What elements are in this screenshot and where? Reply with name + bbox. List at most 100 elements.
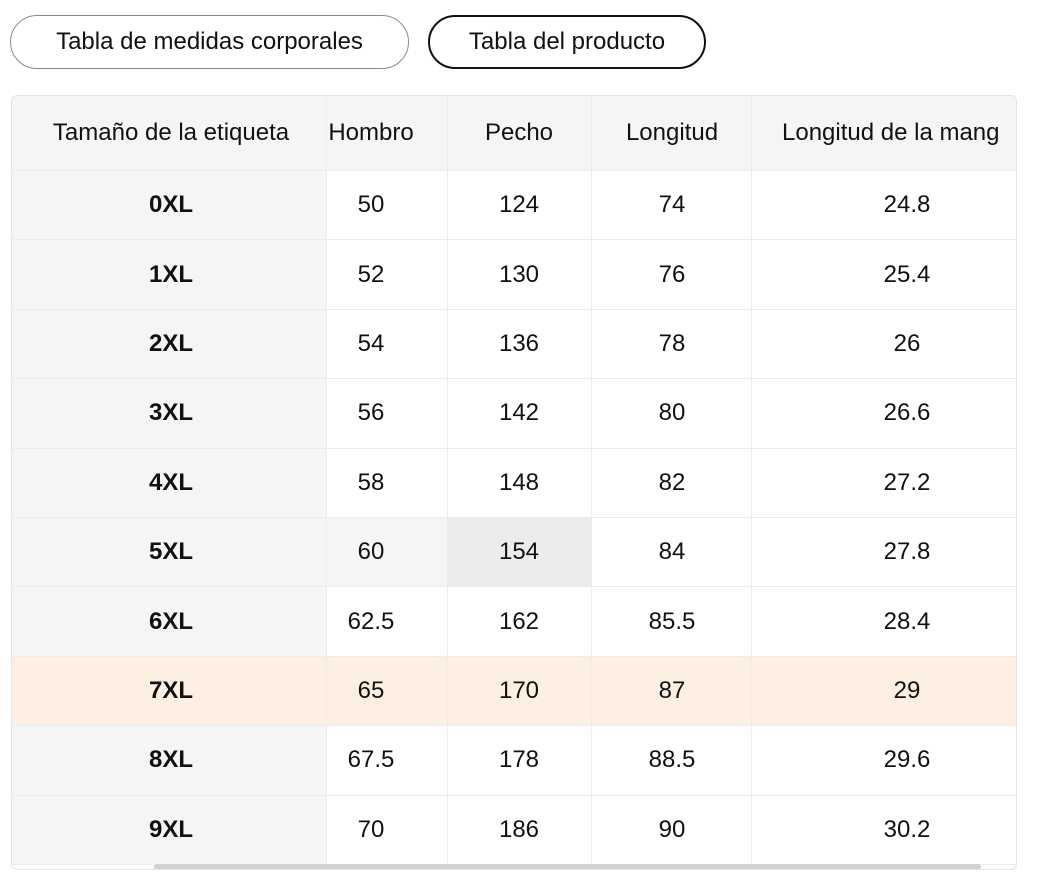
table-cell-text: 50 (357, 191, 385, 219)
table-cell: 84 (592, 518, 752, 588)
size-label-text: 0XL (148, 191, 194, 219)
size-label-text: 1XL (148, 260, 194, 288)
table-cell: 62.5 (327, 587, 448, 657)
table-cell-text: 56 (357, 399, 385, 427)
table-cell-text: 162 (498, 607, 540, 635)
table-cell-text: 136 (498, 329, 540, 357)
table-cell: 136 (448, 309, 592, 380)
table-cell: 52 (327, 240, 448, 310)
scrollbar[interactable] (154, 864, 981, 869)
table-cell: 27.8 (752, 518, 1016, 588)
table-cell: 142 (448, 379, 592, 449)
table-cell: 170 (448, 656, 592, 727)
table-cell-text: 186 (498, 815, 540, 843)
size-label-text: 2XL (148, 329, 194, 357)
column-header-text: Hombro (328, 119, 414, 146)
table-cell: 148 (448, 448, 592, 518)
table-cell-text: 170 (498, 676, 540, 704)
table-cell: 50 (327, 171, 448, 241)
column-header-text: Longitud de la mang (782, 119, 1000, 146)
table-cell: 58 (327, 448, 448, 518)
table-cell: 54 (327, 309, 448, 380)
column-header: Longitud (592, 96, 752, 171)
size-label-text: 7XL (148, 676, 194, 704)
table-cell-text: 87 (658, 676, 686, 704)
table-cell: 82 (592, 448, 752, 518)
table-cell: 130 (448, 240, 592, 310)
table-cell: 124 (448, 171, 592, 241)
table-cell: 186 (448, 795, 592, 865)
column-header: Tamaño de la etiqueta (12, 96, 327, 171)
table-cell: 29 (752, 656, 1016, 727)
table-cell: 78 (592, 309, 752, 380)
table-cell-text: 28.4 (883, 607, 931, 635)
table-cell: 24.8 (752, 171, 1016, 241)
tab-button-selected[interactable]: Tabla del producto (428, 15, 706, 69)
table-cell: 26.6 (752, 379, 1016, 449)
table-cell-text: 88.5 (648, 746, 696, 774)
table-cell-text: 62.5 (347, 607, 395, 635)
table-cell: 56 (327, 379, 448, 449)
table-cell-text: 90 (658, 815, 686, 843)
table-cell-text: 25.4 (883, 260, 931, 288)
table-cell-text: 67.5 (347, 746, 395, 774)
size-label-text: 5XL (148, 538, 194, 566)
table-cell: 25.4 (752, 240, 1016, 310)
table-cell-text: 154 (498, 538, 540, 566)
table-cell: 178 (448, 726, 592, 796)
table-cell-text: 142 (498, 399, 540, 427)
column-header-text: Pecho (484, 119, 554, 146)
table-cell-text: 58 (357, 468, 385, 496)
table-cell-text: 27.8 (883, 538, 931, 566)
size-label-text: 6XL (148, 607, 194, 635)
table-cell: 28.4 (752, 587, 1016, 657)
size-label: 3XL (12, 379, 327, 449)
tab-button[interactable]: Tabla de medidas corporales (10, 15, 409, 69)
size-label: 4XL (12, 448, 327, 518)
table-cell: 74 (592, 171, 752, 241)
table-cell-text: 148 (498, 468, 540, 496)
table-cell-text: 26.6 (883, 399, 931, 427)
table-cell-text: 65 (357, 676, 385, 704)
table-cell: 67.5 (327, 726, 448, 796)
size-label-text: 3XL (148, 399, 194, 427)
column-header-text: Longitud (625, 119, 719, 146)
column-header: Pecho (448, 96, 592, 171)
table-cell: 88.5 (592, 726, 752, 796)
size-label-text: 9XL (148, 815, 194, 843)
table-cell-text: 30.2 (883, 815, 931, 843)
size-table: Tamaño de la etiqueta Hombro Pecho Longitud… (11, 95, 1017, 870)
table-cell-text: 70 (357, 815, 385, 843)
size-label: 9XL (12, 795, 327, 865)
column-header: Longitud de la mang (752, 96, 1016, 171)
table-cell-text: 29.6 (883, 746, 931, 774)
table-cell: 80 (592, 379, 752, 449)
table-cell: 30.2 (752, 795, 1016, 865)
size-label-text: 4XL (148, 468, 194, 496)
table-cell: 154 (448, 518, 592, 588)
table-cell-text: 29 (893, 676, 921, 704)
table-cell: 87 (592, 656, 752, 727)
size-label: 8XL (12, 726, 327, 796)
size-label: 0XL (12, 171, 327, 241)
table-cell-text: 82 (658, 468, 686, 496)
size-label: 7XL (12, 656, 327, 727)
table-cell-text: 27.2 (883, 468, 931, 496)
table-cell: 29.6 (752, 726, 1016, 796)
size-label: 2XL (12, 309, 327, 380)
size-label: 6XL (12, 587, 327, 657)
table-cell: 26 (752, 309, 1016, 380)
table-cell: 60 (327, 518, 448, 588)
table-cell-text: 26 (893, 329, 921, 357)
column-header-text: Tamaño de la etiqueta (52, 119, 290, 146)
table-cell: 162 (448, 587, 592, 657)
size-label: 1XL (12, 240, 327, 310)
table-cell: 65 (327, 656, 448, 727)
table-cell-text: 60 (357, 538, 385, 566)
table-cell: 27.2 (752, 448, 1016, 518)
table-cell: 90 (592, 795, 752, 865)
table-cell: 76 (592, 240, 752, 310)
table-cell-text: 74 (658, 191, 686, 219)
table-cell-text: 52 (357, 260, 385, 288)
